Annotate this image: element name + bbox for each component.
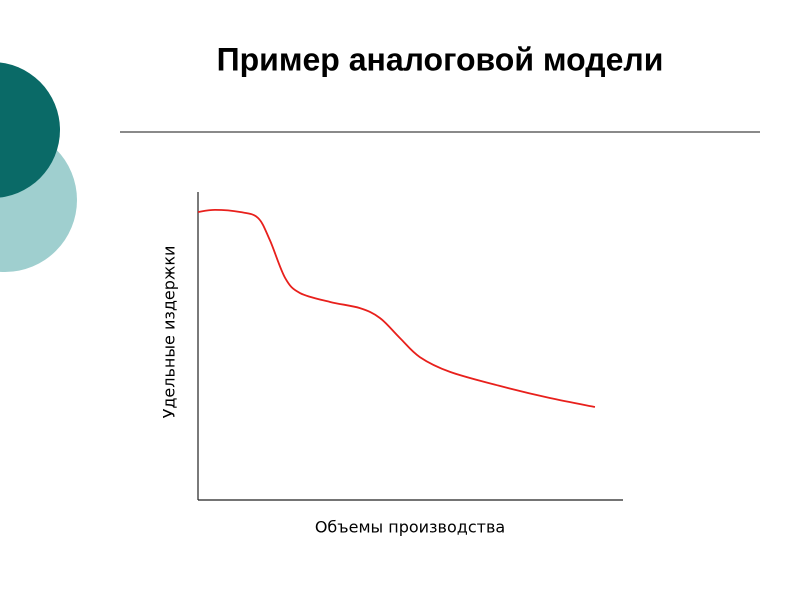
- data-line: [197, 208, 596, 408]
- decor-circle: [0, 62, 60, 198]
- y-axis-label: Удельные издержки: [160, 246, 179, 419]
- x-axis-label: Объемы производства: [315, 518, 505, 537]
- chart-title: Пример аналоговой модели: [217, 41, 664, 77]
